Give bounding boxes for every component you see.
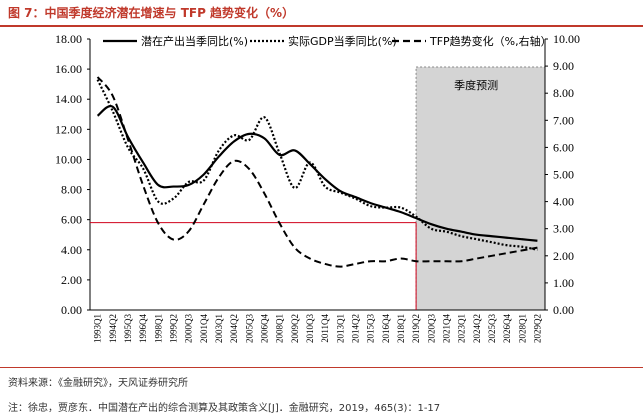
x-tick-label: 2014Q2 [350, 314, 360, 343]
y-right-tick-label: 6.00 [553, 140, 574, 154]
y-left-tick-label: 16.00 [55, 62, 82, 76]
x-tick-label: 2025Q3 [487, 314, 497, 343]
forecast-region [415, 66, 546, 311]
x-tick-label: 2000Q3 [184, 314, 194, 343]
y-right-tick-label: 3.00 [553, 222, 574, 236]
series-line [96, 76, 538, 268]
x-tick-label: 1998Q1 [153, 314, 163, 343]
y-left-tick-label: 18.00 [55, 32, 82, 46]
x-tick-label: 2015Q3 [366, 314, 376, 343]
axes [89, 39, 546, 311]
y-left-tick-label: 2.00 [61, 273, 82, 287]
x-tick-label: 2016Q4 [381, 314, 391, 343]
x-tick-label: 2006Q4 [259, 314, 269, 343]
x-tick-label: 2023Q1 [457, 314, 467, 343]
x-tick-label: 2010Q3 [305, 314, 315, 343]
x-tick-label: 2013Q1 [335, 314, 345, 343]
y-right-tick-label: 9.00 [553, 59, 574, 73]
legend-label: TFP趋势变化（%,右轴） [429, 34, 552, 48]
legend-label: 潜在产出当季同比(%) [141, 34, 248, 48]
y-right-tick-label: 8.00 [553, 86, 574, 100]
y-right-tick-label: 5.00 [553, 168, 574, 182]
y-left-tick-label: 8.00 [61, 183, 82, 197]
chart-title: 图 7：中国季度经济潜在增速与 TFP 趋势变化（%） [8, 6, 295, 20]
x-tick-label: 2019Q2 [411, 314, 421, 343]
x-tick-label: 2009Q2 [290, 314, 300, 343]
x-tick-label: 2008Q1 [275, 314, 285, 343]
y-left-tick-label: 4.00 [61, 243, 82, 257]
x-tick-label: 2020Q3 [426, 314, 436, 343]
x-tick-label: 1995Q3 [123, 314, 133, 343]
x-tick-label: 2024Q2 [472, 314, 482, 343]
x-tick-label: 1999Q2 [168, 314, 178, 343]
chart-svg: 季度预测 0.00 2.00 4.00 6.00 8.00 10.00 12.00 14.00… [55, 32, 580, 343]
y-left-ticks: 0.00 2.00 4.00 6.00 8.00 10.00 12.00 14.00 16.00… [55, 32, 90, 317]
x-tick-label: 1994Q2 [108, 314, 118, 343]
x-tick-label: 2005Q3 [244, 314, 254, 343]
x-tick-label: 2004Q2 [229, 314, 239, 343]
x-tick-label: 2029Q2 [532, 314, 542, 343]
x-tick-label: 2026Q4 [502, 314, 512, 343]
legend: 潜在产出当季同比(%) 实际GDP当季同比(%) TFP趋势变化（%,右轴） [103, 34, 552, 48]
source-text: 资料来源：《金融研究》，天风证券研究所 [8, 378, 188, 389]
y-right-tick-label: 4.00 [553, 195, 574, 209]
title-rule [0, 25, 643, 27]
series-group [96, 76, 538, 268]
y-left-tick-label: 12.00 [55, 122, 82, 136]
series-line [96, 79, 538, 251]
x-tick-label: 2011Q4 [320, 314, 330, 343]
y-right-ticks: 0.00 1.00 2.00 3.00 4.00 5.00 6.00 7.00 8.00 9.00… [545, 32, 580, 317]
x-tick-label: 2018Q1 [396, 314, 406, 343]
y-right-tick-label: 0.00 [553, 303, 574, 317]
y-right-tick-label: 1.00 [553, 276, 574, 290]
y-right-tick-label: 7.00 [553, 113, 574, 127]
footer-rule [0, 367, 643, 368]
x-tick-label: 1993Q1 [93, 314, 103, 343]
x-ticks: 1993Q1 1994Q2 1995Q3 1996Q4 1998Q1 1999Q2 2000… [93, 314, 543, 343]
y-right-tick-label: 2.00 [553, 249, 574, 263]
y-left-tick-label: 14.00 [55, 92, 82, 106]
forecast-label: 季度预测 [454, 78, 498, 92]
note-text: 注：徐忠，贾彦东．中国潜在产出的综合测算及其政策含义[J]．金融研究，2019，… [8, 403, 441, 414]
y-right-tick-label: 10.00 [553, 32, 580, 46]
y-left-tick-label: 0.00 [61, 303, 82, 317]
x-tick-label: 2021Q4 [441, 314, 451, 343]
legend-label: 实际GDP当季同比(%) [288, 34, 397, 48]
y-left-tick-label: 10.00 [55, 152, 82, 166]
x-tick-label: 2003Q1 [214, 314, 224, 343]
x-tick-label: 2028Q1 [517, 314, 527, 343]
x-tick-label: 1996Q4 [138, 314, 148, 343]
x-tick-label: 2001Q4 [199, 314, 209, 343]
y-left-tick-label: 6.00 [61, 213, 82, 227]
reference-line [90, 222, 417, 310]
